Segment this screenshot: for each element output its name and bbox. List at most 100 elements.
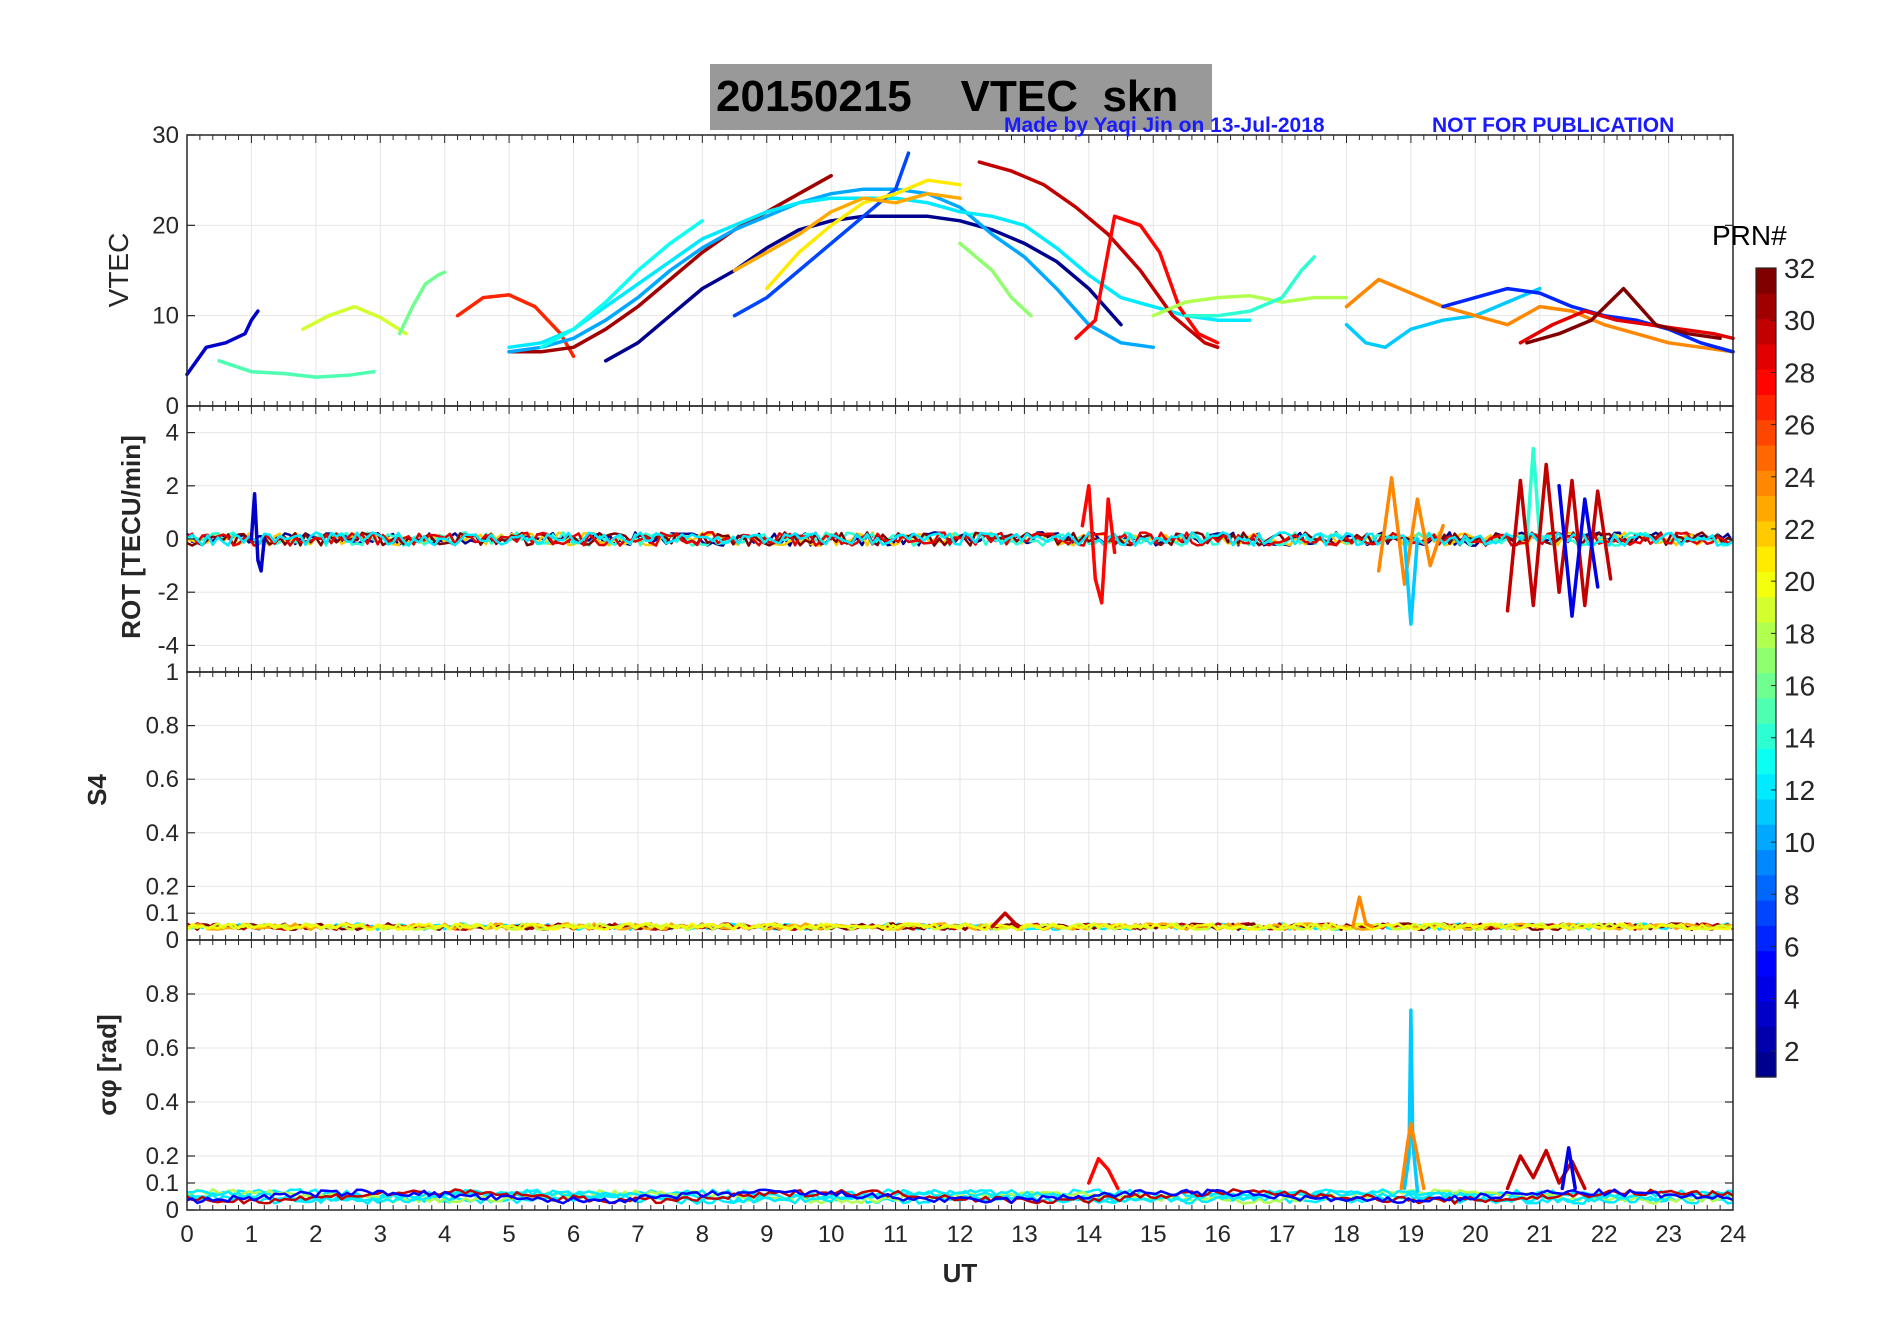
y-tick-label: 0 — [166, 927, 179, 954]
noise-strand — [186, 531, 1734, 547]
series-prn-13 — [539, 219, 705, 350]
y-tick-label: 0.4 — [146, 1089, 179, 1116]
y-tick-label: 1 — [166, 659, 179, 686]
x-tick-label: 11 — [883, 1221, 908, 1248]
noise-strand — [186, 531, 1734, 547]
y-tick-label: 30 — [152, 122, 179, 149]
colorbar-segment — [1756, 874, 1776, 901]
series-prn-4-burst — [1557, 484, 1600, 618]
x-tick-label: 22 — [1591, 1221, 1618, 1248]
x-tick-label: 3 — [374, 1221, 387, 1248]
figure-title: 20150215 VTEC skn — [716, 72, 1179, 121]
colorbar-segment — [1756, 697, 1776, 724]
colorbar-segment — [1756, 293, 1776, 320]
x-tick-label: 16 — [1204, 1221, 1231, 1248]
colorbar-segment — [1756, 596, 1776, 623]
series-prn-14-spike — [1525, 446, 1542, 541]
series-prn-31 — [507, 173, 833, 354]
series-prn-24-burst — [1376, 476, 1445, 586]
colorbar-segment — [1756, 1026, 1776, 1053]
colorbar-segment — [1756, 925, 1776, 952]
colorbar-segment — [1756, 520, 1776, 547]
x-tick-label: 13 — [1011, 1221, 1038, 1248]
series-prn-24-spike — [1351, 895, 1375, 929]
y-tick-label: 0 — [166, 393, 179, 420]
series-prn-28-bump — [1087, 1156, 1120, 1191]
series-prn-24-spike — [1399, 1121, 1426, 1191]
series-prn-28 — [1074, 214, 1220, 345]
series-prn-32 — [1525, 286, 1722, 345]
colorbar-segment — [1756, 672, 1776, 699]
x-tick-label: 0 — [180, 1221, 193, 1248]
colorbar-segment — [1756, 824, 1776, 851]
series-prn-14 — [1183, 255, 1317, 318]
x-tick-label: 4 — [438, 1221, 451, 1248]
series-prn-30 — [977, 160, 1220, 350]
series-prn-12 — [507, 196, 1252, 350]
notice-text: NOT FOR PUBLICATION — [1432, 114, 1675, 137]
y-tick-label: 10 — [152, 303, 179, 330]
x-tick-label: 19 — [1398, 1221, 1425, 1248]
colorbar-tick-label: 24 — [1784, 462, 1815, 493]
series-prn-7 — [732, 151, 911, 318]
series-prn-11-spike — [1402, 1008, 1420, 1193]
series-prn-27 — [455, 293, 576, 359]
colorbar-segment — [1756, 470, 1776, 497]
colorbar-segment — [1756, 723, 1776, 749]
series-prn-30-burst — [1505, 462, 1613, 613]
colorbar-title: PRN# — [1712, 220, 1787, 251]
colorbar-segment — [1756, 571, 1776, 598]
x-tick-label: 6 — [567, 1221, 580, 1248]
x-tick-label: 9 — [760, 1221, 773, 1248]
colorbar-tick-label: 18 — [1784, 618, 1815, 649]
y-tick-label: 0.4 — [146, 820, 179, 847]
series-prn-15 — [217, 359, 376, 379]
y-tick-label: 0.6 — [146, 766, 179, 793]
x-tick-label: 12 — [947, 1221, 974, 1248]
colorbar-segment — [1756, 394, 1776, 421]
colorbar-segment — [1756, 621, 1776, 648]
series-prn-16 — [397, 270, 447, 336]
y-tick-label: 0.1 — [146, 900, 179, 927]
colorbar-tick-label: 10 — [1784, 827, 1815, 858]
x-tick-label: 24 — [1720, 1221, 1747, 1248]
y-tick-label: 0.2 — [146, 873, 179, 900]
series-prn-3-spike — [249, 492, 267, 573]
y-tick-label: 0.6 — [146, 1035, 179, 1062]
noise-strand — [186, 922, 1734, 932]
colorbar-segment — [1756, 773, 1776, 800]
x-tick-label: 8 — [696, 1221, 709, 1248]
x-tick-label: 23 — [1655, 1221, 1682, 1248]
series-prn-3 — [185, 309, 260, 377]
series-prn-11 — [1344, 286, 1542, 350]
colorbar-tick-label: 22 — [1784, 514, 1815, 545]
colorbar-segment — [1756, 950, 1776, 977]
y-axis-label-rot: ROT [TECU/min] — [116, 435, 146, 639]
series-prn-4-spike — [1560, 1146, 1577, 1191]
axes-layer — [186, 134, 1777, 1211]
x-tick-label: 15 — [1140, 1221, 1167, 1248]
noise-strand — [186, 1188, 1734, 1205]
y-axis-label-s4: S4 — [82, 774, 112, 806]
colorbar-segment — [1756, 444, 1776, 471]
colorbar-segment — [1756, 798, 1776, 825]
x-tick-label: 10 — [818, 1221, 845, 1248]
series-prn-30-bump — [990, 911, 1020, 929]
noise-strand — [186, 1188, 1734, 1205]
y-axis-label-sigma_phi: σφ [rad] — [92, 1014, 122, 1115]
series-prn-19 — [301, 304, 408, 336]
axes-frame-sigma_phi — [186, 939, 1734, 1211]
series-prn-21 — [765, 178, 962, 291]
colorbar-segment — [1756, 748, 1776, 775]
credit-text: Made by Yaqi Jin on 13-Jul-2018 — [1004, 114, 1325, 137]
colorbar-segment — [1756, 343, 1776, 370]
series-prn-28-burst — [1080, 484, 1117, 605]
title-background — [710, 64, 1212, 130]
colorbar-tick-label: 26 — [1784, 410, 1815, 441]
y-tick-label: 4 — [166, 420, 179, 447]
series-prn-11-spike — [1402, 537, 1420, 626]
y-axis-label-vtec: VTEC — [103, 233, 134, 308]
y-tick-label: 0 — [166, 1197, 179, 1224]
x-tick-label: 18 — [1333, 1221, 1360, 1248]
